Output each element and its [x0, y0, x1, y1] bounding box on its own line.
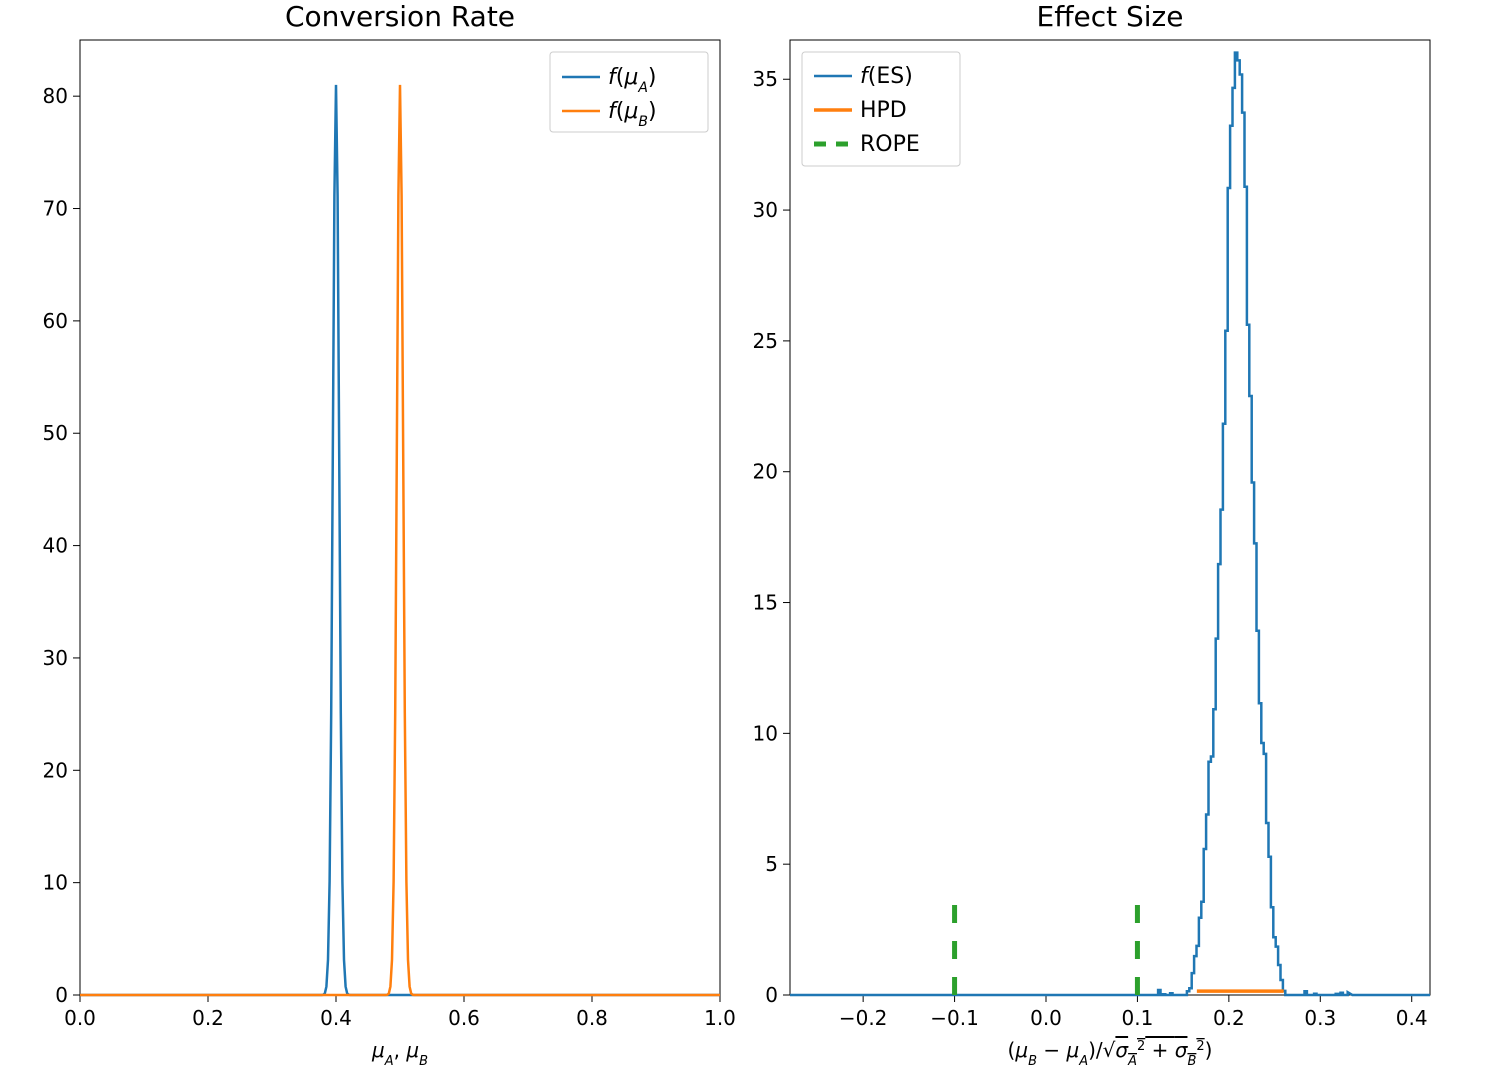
svg-text:0.6: 0.6 — [448, 1006, 480, 1030]
svg-text:20: 20 — [753, 460, 778, 484]
svg-text:25: 25 — [753, 329, 778, 353]
svg-text:5: 5 — [765, 852, 778, 876]
svg-text:0.1: 0.1 — [1122, 1006, 1154, 1030]
svg-text:40: 40 — [43, 534, 68, 558]
svg-text:10: 10 — [43, 871, 68, 895]
legend-left: f(μA)f(μB) — [550, 52, 708, 132]
svg-text:−0.2: −0.2 — [839, 1006, 888, 1030]
svg-text:0: 0 — [765, 983, 778, 1007]
svg-text:0.8: 0.8 — [576, 1006, 608, 1030]
svg-text:20: 20 — [43, 758, 68, 782]
svg-text:0.0: 0.0 — [64, 1006, 96, 1030]
svg-text:ROPE: ROPE — [860, 132, 920, 157]
figure-container: 0.00.20.40.60.81.001020304050607080Conve… — [0, 0, 1493, 1085]
svg-text:0.4: 0.4 — [320, 1006, 352, 1030]
svg-text:0: 0 — [55, 983, 68, 1007]
svg-text:50: 50 — [43, 421, 68, 445]
svg-text:−0.1: −0.1 — [930, 1006, 979, 1030]
svg-text:Conversion Rate: Conversion Rate — [285, 0, 515, 33]
svg-text:0.2: 0.2 — [192, 1006, 224, 1030]
xlabel-right: (μB − μA)/√σA2 + σB2) — [1008, 1038, 1213, 1069]
svg-text:1.0: 1.0 — [704, 1006, 736, 1030]
svg-text:15: 15 — [753, 591, 778, 615]
svg-text:0.4: 0.4 — [1396, 1006, 1428, 1030]
svg-text:HPD: HPD — [860, 98, 907, 123]
svg-text:30: 30 — [753, 198, 778, 222]
svg-text:0.2: 0.2 — [1213, 1006, 1245, 1030]
svg-text:0.3: 0.3 — [1304, 1006, 1336, 1030]
svg-text:Effect Size: Effect Size — [1037, 0, 1184, 33]
svg-text:35: 35 — [753, 67, 778, 91]
svg-text:70: 70 — [43, 197, 68, 221]
svg-text:f(ES): f(ES) — [860, 64, 913, 89]
legend-right: f(ES) HPD ROPE — [802, 52, 960, 166]
xlabel-left: μA, μB — [371, 1038, 428, 1069]
svg-text:60: 60 — [43, 309, 68, 333]
figure-svg: 0.00.20.40.60.81.001020304050607080Conve… — [0, 0, 1493, 1085]
svg-text:80: 80 — [43, 84, 68, 108]
svg-text:10: 10 — [753, 721, 778, 745]
svg-text:30: 30 — [43, 646, 68, 670]
svg-text:0.0: 0.0 — [1030, 1006, 1062, 1030]
